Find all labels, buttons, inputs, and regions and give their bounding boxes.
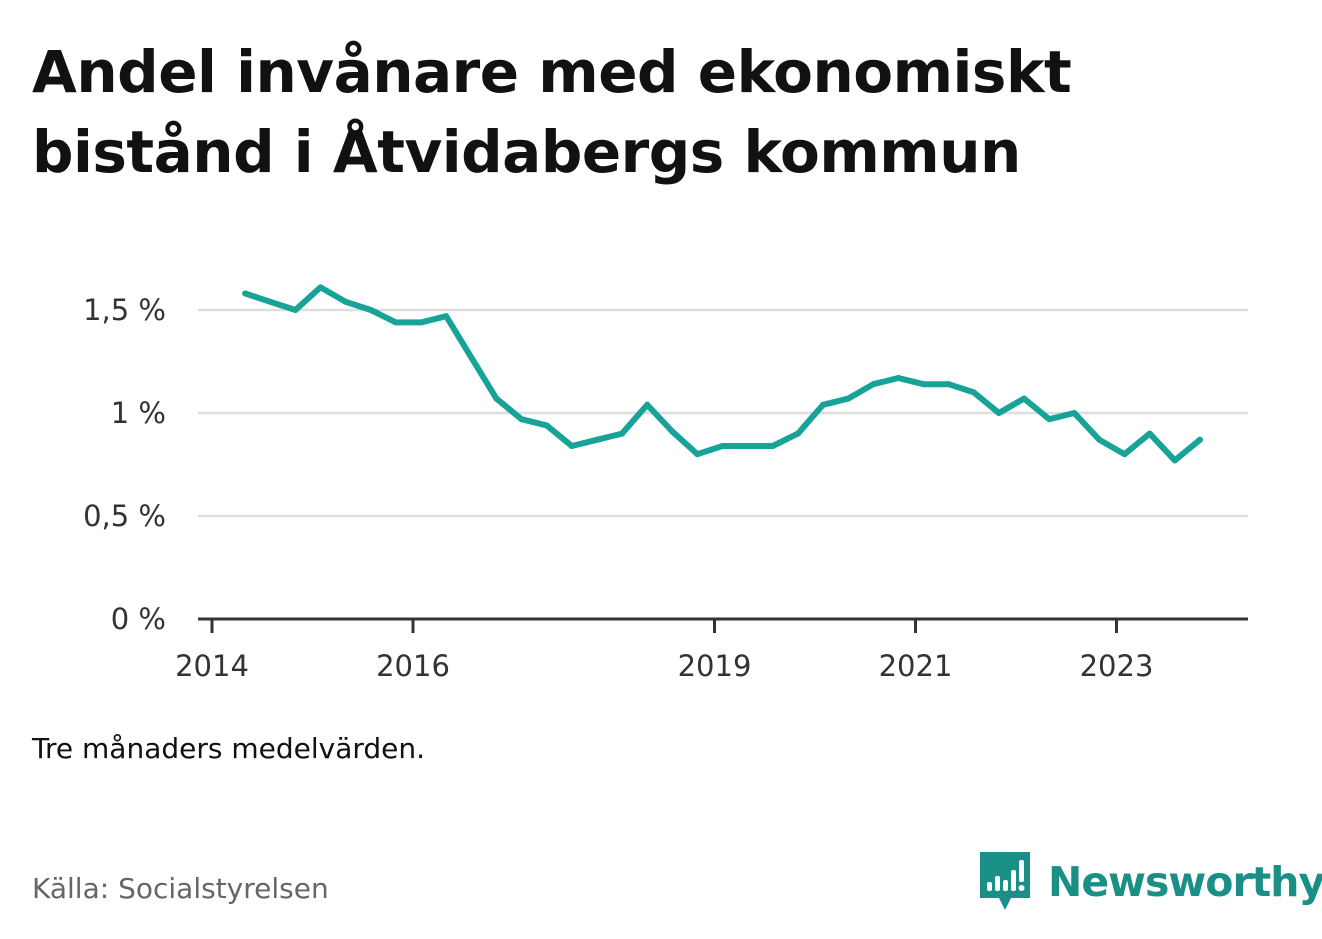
data-point xyxy=(970,389,977,396)
data-point xyxy=(995,410,1002,416)
data-point xyxy=(1121,451,1128,458)
data-point xyxy=(342,298,349,305)
series-line xyxy=(242,284,1203,464)
data-point xyxy=(1196,436,1203,443)
data-point xyxy=(820,401,827,408)
data-point xyxy=(870,381,877,388)
data-point xyxy=(468,354,475,361)
source-credit: Källa: Socialstyrelsen xyxy=(32,872,329,905)
data-point xyxy=(1071,410,1078,416)
x-tick-label: 2014 xyxy=(175,649,249,683)
x-tick-label: 2016 xyxy=(376,649,450,683)
data-point xyxy=(769,442,776,449)
data-point xyxy=(895,374,902,381)
series-line-group xyxy=(242,284,1203,464)
data-point xyxy=(619,430,626,437)
data-point xyxy=(317,284,324,291)
data-point xyxy=(568,442,575,449)
data-point xyxy=(518,416,525,423)
data-point xyxy=(1021,395,1028,402)
newsworthy-logo: Newsworthy xyxy=(980,850,1322,914)
y-tick-label: 1,5 % xyxy=(83,293,166,327)
data-point xyxy=(794,430,801,437)
data-point xyxy=(719,442,726,449)
y-tick-label: 0 % xyxy=(111,602,166,636)
data-point xyxy=(644,401,651,408)
x-tick-label: 2021 xyxy=(879,649,953,683)
x-tick-label: 2023 xyxy=(1080,649,1154,683)
data-point xyxy=(418,319,425,326)
chart-title: Andel invånare med ekonomiskt bistånd i … xyxy=(32,38,1072,186)
data-point xyxy=(292,307,299,313)
data-point xyxy=(242,290,249,297)
data-point xyxy=(744,442,751,449)
data-point xyxy=(392,319,399,326)
y-tick-label: 0,5 % xyxy=(83,499,166,533)
data-point xyxy=(669,428,676,435)
gridlines xyxy=(198,308,1248,518)
data-point xyxy=(945,381,952,388)
data-point xyxy=(1146,430,1153,437)
data-point xyxy=(493,395,500,402)
data-point xyxy=(1171,457,1178,464)
data-point xyxy=(267,298,274,305)
data-point xyxy=(593,436,600,443)
y-tick-label: 1 % xyxy=(111,396,166,430)
brand-name: Newsworthy xyxy=(1048,858,1322,906)
data-point xyxy=(367,307,374,313)
data-point xyxy=(920,381,927,388)
data-point xyxy=(694,451,701,458)
data-point xyxy=(1096,436,1103,443)
data-point xyxy=(443,313,450,320)
data-point xyxy=(845,395,852,402)
data-point xyxy=(543,422,550,429)
y-axis-labels: 0 % 0,5 % 1 % 1,5 % xyxy=(83,293,166,636)
chart-note: Tre månaders medelvärden. xyxy=(32,732,426,765)
x-tick-label: 2019 xyxy=(678,649,752,683)
x-axis: 2014 2016 2019 2021 2023 xyxy=(175,617,1248,683)
data-point xyxy=(1046,416,1053,423)
bar-chart-speech-bubble-icon xyxy=(980,852,1030,910)
